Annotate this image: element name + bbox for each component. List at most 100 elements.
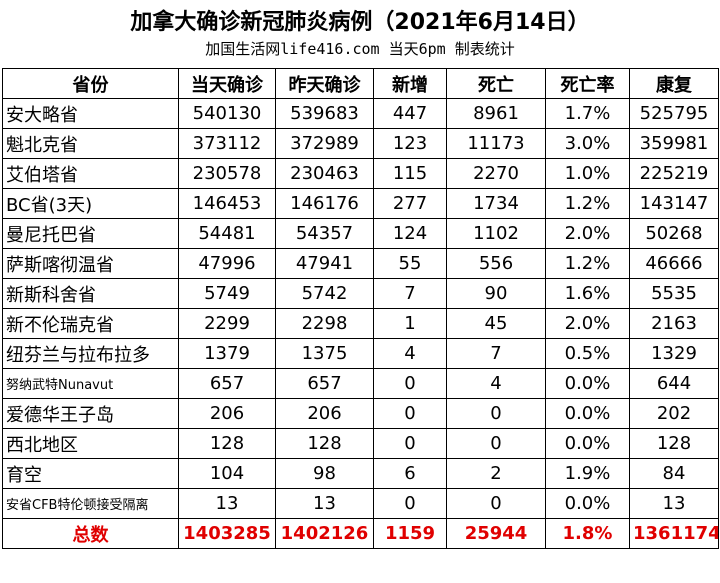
table-row: 安省CFB特伦顿接受隔离 13 13 0 0 0.0% 13 bbox=[2, 488, 719, 519]
cell: 2299 bbox=[178, 308, 276, 339]
cell: 0.5% bbox=[545, 338, 630, 369]
header-cell: 新增 bbox=[373, 68, 447, 99]
cell: 1.0% bbox=[545, 158, 630, 189]
table-row: 努纳武特Nunavut 657 657 0 4 0.0% 644 bbox=[2, 368, 719, 399]
cell: 540130 bbox=[178, 98, 276, 129]
cell: 115 bbox=[373, 158, 447, 189]
cell: 7 bbox=[373, 278, 447, 309]
cell: 6 bbox=[373, 458, 447, 489]
cell: 安省CFB特伦顿接受隔离 bbox=[2, 488, 179, 519]
cell: 230578 bbox=[178, 158, 276, 189]
table: 省份 当天确诊 昨天确诊 新增 死亡 死亡率 康复 安大略省 540130 539683 447 89… bbox=[2, 68, 719, 549]
cell: BC省(3天) bbox=[2, 188, 179, 219]
cell: 104 bbox=[178, 458, 276, 489]
cell: 纽芬兰与拉布拉多 bbox=[2, 338, 179, 369]
cell: 艾伯塔省 bbox=[2, 158, 179, 189]
cell: 曼尼托巴省 bbox=[2, 218, 179, 249]
cell: 1329 bbox=[629, 338, 719, 369]
cell: 2163 bbox=[629, 308, 719, 339]
cell: 1159 bbox=[373, 518, 447, 549]
table-row: 曼尼托巴省 54481 54357 124 1102 2.0% 50268 bbox=[2, 218, 719, 249]
cell: 1375 bbox=[275, 338, 374, 369]
cell: 644 bbox=[629, 368, 719, 399]
table-row: 安大略省 540130 539683 447 8961 1.7% 525795 bbox=[2, 98, 719, 129]
table-row: 萨斯喀彻温省 47996 47941 55 556 1.2% 46666 bbox=[2, 248, 719, 279]
cell: 539683 bbox=[275, 98, 374, 129]
subtitle: 加国生活网life416.com 当天6pm 制表统计 bbox=[205, 40, 515, 58]
cell: 657 bbox=[275, 368, 374, 399]
table-row: BC省(3天) 146453 146176 277 1734 1.2% 143147 bbox=[2, 188, 719, 219]
cell: 277 bbox=[373, 188, 447, 219]
cell: 西北地区 bbox=[2, 428, 179, 459]
cell: 0 bbox=[446, 488, 546, 519]
cell: 2.0% bbox=[545, 218, 630, 249]
cell: 45 bbox=[446, 308, 546, 339]
title: 加拿大确诊新冠肺炎病例（2021年6月14日） bbox=[130, 10, 590, 35]
cell: 1.2% bbox=[545, 248, 630, 279]
cell: 2298 bbox=[275, 308, 374, 339]
cell: 1361174 bbox=[629, 518, 719, 549]
cell: 0 bbox=[373, 428, 447, 459]
cell: 146453 bbox=[178, 188, 276, 219]
cell: 13 bbox=[629, 488, 719, 519]
cell: 爱德华王子岛 bbox=[2, 398, 179, 429]
cell: 90 bbox=[446, 278, 546, 309]
cell: 1403285 bbox=[178, 518, 276, 549]
cell: 46666 bbox=[629, 248, 719, 279]
cell: 2 bbox=[446, 458, 546, 489]
cell: 0 bbox=[446, 398, 546, 429]
cell: 4 bbox=[446, 368, 546, 399]
table-row: 总数 1403285 1402126 1159 25944 1.8% 1361174 bbox=[2, 518, 719, 549]
cell: 育空 bbox=[2, 458, 179, 489]
cell: 0 bbox=[446, 428, 546, 459]
cell: 5749 bbox=[178, 278, 276, 309]
cell: 1.9% bbox=[545, 458, 630, 489]
cell: 萨斯喀彻温省 bbox=[2, 248, 179, 279]
cell: 447 bbox=[373, 98, 447, 129]
cell: 2.0% bbox=[545, 308, 630, 339]
cell: 0.0% bbox=[545, 428, 630, 459]
cell: 新不伦瑞克省 bbox=[2, 308, 179, 339]
cell: 1.6% bbox=[545, 278, 630, 309]
cell: 0 bbox=[373, 398, 447, 429]
header-cell: 康复 bbox=[629, 68, 719, 99]
cell: 47996 bbox=[178, 248, 276, 279]
cell: 657 bbox=[178, 368, 276, 399]
cell: 202 bbox=[629, 398, 719, 429]
cell: 新斯科舍省 bbox=[2, 278, 179, 309]
table-row: 新不伦瑞克省 2299 2298 1 45 2.0% 2163 bbox=[2, 308, 719, 339]
header-cell: 死亡率 bbox=[545, 68, 630, 99]
cell: 4 bbox=[373, 338, 447, 369]
table-row: 纽芬兰与拉布拉多 1379 1375 4 7 0.5% 1329 bbox=[2, 338, 719, 369]
cell: 372989 bbox=[275, 128, 374, 159]
table-row: 西北地区 128 128 0 0 0.0% 128 bbox=[2, 428, 719, 459]
cell: 13 bbox=[178, 488, 276, 519]
table-row: 艾伯塔省 230578 230463 115 2270 1.0% 225219 bbox=[2, 158, 719, 189]
cell: 1 bbox=[373, 308, 447, 339]
cell: 8961 bbox=[446, 98, 546, 129]
cell: 206 bbox=[275, 398, 374, 429]
table-row: 新斯科舍省 5749 5742 7 90 1.6% 5535 bbox=[2, 278, 719, 309]
cell: 128 bbox=[178, 428, 276, 459]
cell: 5535 bbox=[629, 278, 719, 309]
header-cell: 当天确诊 bbox=[178, 68, 276, 99]
cell: 0 bbox=[373, 368, 447, 399]
cell: 2270 bbox=[446, 158, 546, 189]
cell: 1.7% bbox=[545, 98, 630, 129]
cell: 50268 bbox=[629, 218, 719, 249]
cell: 3.0% bbox=[545, 128, 630, 159]
cell: 84 bbox=[629, 458, 719, 489]
cell: 556 bbox=[446, 248, 546, 279]
table-row: 省份 当天确诊 昨天确诊 新增 死亡 死亡率 康复 bbox=[2, 68, 719, 99]
cell: 1379 bbox=[178, 338, 276, 369]
cell: 13 bbox=[275, 488, 374, 519]
cell: 143147 bbox=[629, 188, 719, 219]
cell: 525795 bbox=[629, 98, 719, 129]
cell: 1734 bbox=[446, 188, 546, 219]
cell: 230463 bbox=[275, 158, 374, 189]
cell: 1.8% bbox=[545, 518, 630, 549]
cell: 123 bbox=[373, 128, 447, 159]
cell: 5742 bbox=[275, 278, 374, 309]
table-row: 魁北克省 373112 372989 123 11173 3.0% 359981 bbox=[2, 128, 719, 159]
